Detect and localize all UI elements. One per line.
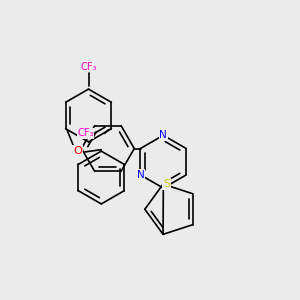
Text: N: N bbox=[159, 130, 167, 140]
Text: N: N bbox=[136, 170, 144, 180]
Text: O: O bbox=[73, 146, 82, 156]
Text: CF₃: CF₃ bbox=[77, 128, 94, 139]
Text: CF₃: CF₃ bbox=[80, 62, 97, 72]
Text: S: S bbox=[163, 179, 170, 189]
